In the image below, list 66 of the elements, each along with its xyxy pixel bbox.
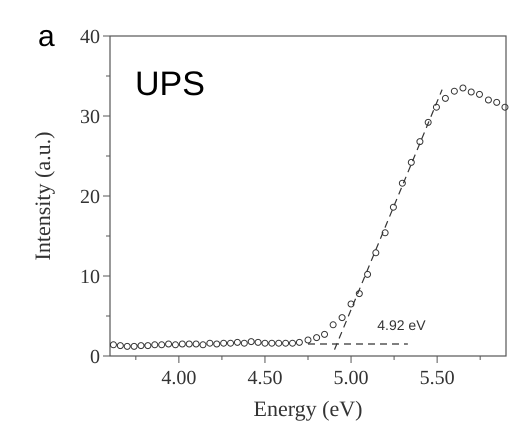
point <box>459 84 466 92</box>
point <box>248 338 255 346</box>
point <box>493 98 500 106</box>
point <box>220 340 228 347</box>
point <box>137 342 144 350</box>
point <box>468 88 475 96</box>
point <box>172 341 179 348</box>
point <box>165 340 172 348</box>
point <box>289 340 296 347</box>
point <box>268 340 276 347</box>
point <box>227 340 234 347</box>
y-tick-label: 30 <box>80 106 100 128</box>
point <box>144 342 152 350</box>
point <box>398 180 406 187</box>
point <box>501 104 508 111</box>
point <box>213 340 220 348</box>
point <box>240 340 248 347</box>
point <box>382 229 389 236</box>
point <box>416 138 424 146</box>
point <box>484 96 492 104</box>
y-tick-label: 40 <box>80 26 100 48</box>
point <box>206 340 214 347</box>
point <box>432 104 440 111</box>
point <box>261 340 268 347</box>
y-tick-label: 0 <box>90 346 100 368</box>
point <box>158 341 166 348</box>
x-tick-label: 4.00 <box>161 367 196 389</box>
point <box>234 338 241 346</box>
point <box>424 118 432 126</box>
point <box>186 340 193 348</box>
point <box>199 341 206 348</box>
y-axis-title: Intensity (a.u.) <box>30 132 55 260</box>
point <box>275 340 282 347</box>
x-tick-label: 5.50 <box>420 367 455 389</box>
point <box>372 249 380 256</box>
x-axis-title: Energy (eV) <box>254 396 362 421</box>
point <box>254 338 262 346</box>
y-tick-label: 20 <box>80 186 100 208</box>
point <box>356 290 363 298</box>
point <box>390 204 397 211</box>
point <box>348 300 355 308</box>
point <box>408 158 415 166</box>
point <box>364 270 372 278</box>
point <box>192 340 200 348</box>
point <box>151 341 158 348</box>
point <box>178 340 186 348</box>
annotation: UPS <box>135 65 205 103</box>
point <box>282 340 290 347</box>
annotation: 4.92 eV <box>377 317 426 333</box>
point <box>116 342 124 350</box>
x-tick-label: 5.00 <box>334 367 369 389</box>
chart-title: a <box>38 20 55 53</box>
point <box>450 88 458 95</box>
point <box>130 342 138 350</box>
point <box>110 341 117 348</box>
point <box>296 338 303 346</box>
point <box>338 314 346 322</box>
point <box>442 94 449 102</box>
y-tick-label: 10 <box>80 266 100 288</box>
point <box>476 90 483 98</box>
point <box>304 336 312 344</box>
point <box>124 342 131 350</box>
point <box>313 334 320 342</box>
x-tick-label: 4.50 <box>247 367 282 389</box>
point <box>330 321 337 328</box>
point <box>321 330 328 338</box>
